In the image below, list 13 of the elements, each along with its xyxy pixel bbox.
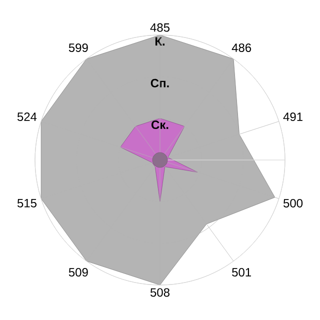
spoke-label: 515 — [17, 199, 36, 208]
y-tick-label: Ск. — [151, 120, 168, 130]
spoke-label: 501 — [232, 268, 252, 277]
spoke-label: 508 — [150, 288, 170, 297]
spoke-label: 524 — [17, 112, 37, 122]
y-tick-label: Сп. — [150, 78, 169, 88]
spoke-label: 599 — [68, 43, 88, 52]
spoke-label: 491 — [283, 112, 302, 122]
y-tick-label: К. — [155, 37, 165, 46]
spoke-label: 485 — [150, 23, 170, 32]
spoke-label: 509 — [68, 268, 88, 277]
spoke-label: 486 — [232, 43, 252, 52]
spoke-label: 500 — [283, 198, 303, 208]
